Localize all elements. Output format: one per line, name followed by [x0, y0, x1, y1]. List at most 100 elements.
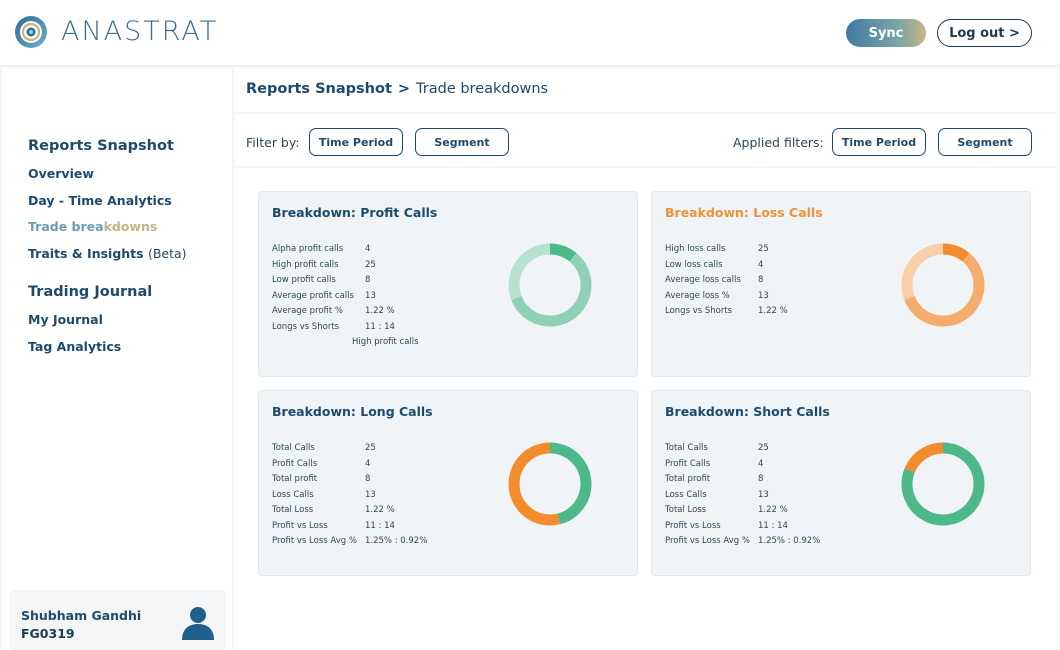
stats-list: Total Calls 25 Profit Calls 4 Total profit… — [665, 443, 820, 552]
donut-segment — [901, 243, 985, 327]
user-name: Shubham Gandhi — [21, 608, 142, 623]
stat-value: 8 — [365, 474, 371, 484]
filter-time-period-button[interactable]: Time Period — [309, 128, 403, 156]
stat-value: 4 — [758, 458, 764, 469]
stat-row: High loss calls 25 — [665, 244, 788, 260]
top-bar: ANASTRAT Sync Log out > — [0, 0, 1060, 66]
stat-label: Average profit calls — [272, 290, 354, 301]
sidebar: Reports Snapshot Overview Day - Time Ana… — [2, 68, 232, 650]
breadcrumb: Reports Snapshot > Trade breakdowns — [234, 68, 1058, 112]
stat-row: Longs vs Shorts 1.22 % — [665, 306, 788, 322]
stats-list: Total Calls 25 Profit Calls 4 Total profit… — [272, 443, 427, 552]
stats-list: High loss calls 25 Low loss calls 4 Averag… — [665, 244, 788, 322]
card-loss-calls: Breakdown: Loss Calls High loss calls 25 … — [651, 191, 1031, 377]
card-short-calls: Breakdown: Short Calls Total Calls 25 Pro… — [651, 390, 1031, 576]
stat-value: 25 — [758, 443, 769, 453]
stat-label: Profit Calls — [272, 458, 318, 469]
stat-row: Profit Calls 4 — [272, 459, 427, 475]
sidebar-item-trade-breakdowns[interactable]: Trade breakdowns — [28, 219, 157, 234]
donut-segment — [901, 243, 985, 327]
sidebar-item-overview[interactable]: Overview — [28, 166, 94, 181]
card-title: Breakdown: Short Calls — [665, 404, 830, 419]
stat-value: 13 — [365, 489, 376, 500]
stat-label: Low loss calls — [665, 259, 723, 270]
stat-value: 13 — [365, 290, 376, 301]
stat-label: Longs vs Shorts — [272, 321, 340, 332]
donut-chart — [901, 243, 985, 327]
stat-value: 11 : 14 — [365, 520, 395, 531]
stat-value: 8 — [365, 275, 371, 285]
stat-row: Low profit calls 8 — [272, 275, 395, 291]
stat-row: Longs vs Shorts 11 : 14 — [272, 322, 395, 338]
stat-label: Total Calls — [665, 443, 708, 453]
donut-segment — [508, 243, 592, 327]
filter-bar: Filter by: Time Period Segment Applied f… — [234, 114, 1058, 166]
logout-button[interactable]: Log out > — [937, 19, 1032, 47]
sidebar-item-tag-analytics[interactable]: Tag Analytics — [28, 339, 122, 354]
card-title: Breakdown: Profit Calls — [272, 205, 438, 220]
filter-segment-button[interactable]: Segment — [415, 128, 509, 156]
card-profit-calls: Breakdown: Profit Calls Alpha profit cal… — [258, 191, 638, 377]
sync-button[interactable]: Sync — [846, 19, 926, 47]
donut-chart — [901, 442, 985, 526]
breadcrumb-parent[interactable]: Reports Snapshot — [246, 81, 392, 97]
stat-value: 25 — [758, 244, 769, 254]
applied-segment-button[interactable]: Segment — [938, 128, 1032, 156]
stat-label: Total Loss — [665, 505, 707, 515]
stat-row: Profit vs Loss Avg % 1.25% : 0.92% — [272, 536, 427, 552]
sidebar-item-label-part: Trade brea — [28, 219, 104, 234]
stat-row: Loss Calls 13 — [665, 490, 820, 506]
stat-row: Average profit % 1.22 % — [272, 306, 395, 322]
breadcrumb-separator: > — [397, 81, 411, 97]
stat-label: Average profit % — [272, 306, 343, 316]
donut-chart — [508, 243, 592, 327]
user-card[interactable]: Shubham Gandhi FG0319 — [10, 590, 226, 650]
stat-label: High profit calls — [272, 259, 339, 270]
sidebar-section-reports: Reports Snapshot — [28, 138, 174, 154]
stat-label: Longs vs Shorts — [665, 306, 733, 316]
stat-label: Profit vs Loss — [665, 520, 721, 531]
stat-value: 4 — [365, 458, 371, 469]
stat-row: Low loss calls 4 — [665, 260, 788, 276]
sidebar-item-day-time-analytics[interactable]: Day - Time Analytics — [28, 193, 172, 208]
stat-label: Low profit calls — [272, 275, 336, 285]
stat-row: Total profit 8 — [272, 474, 427, 490]
logo-icon — [15, 16, 47, 48]
sidebar-section-journal: Trading Journal — [28, 284, 153, 300]
stat-value: 11 : 14 — [365, 321, 395, 332]
stat-value: 8 — [758, 474, 764, 484]
stat-row: High profit calls 25 — [272, 260, 395, 276]
stat-value: 8 — [758, 275, 764, 285]
applied-time-period-button[interactable]: Time Period — [832, 128, 926, 156]
stat-value: 13 — [758, 489, 769, 500]
stat-row: Average loss % 13 — [665, 291, 788, 307]
card-long-calls: Breakdown: Long Calls Total Calls 25 Prof… — [258, 390, 638, 576]
filter-by-label: Filter by: — [246, 135, 300, 150]
beta-badge: (Beta) — [147, 246, 187, 261]
sidebar-item-traits-insights[interactable]: Traits & Insights (Beta) — [28, 246, 187, 261]
stat-label: Loss Calls — [272, 489, 314, 500]
user-id: FG0319 — [21, 626, 75, 641]
sidebar-item-my-journal[interactable]: My Journal — [28, 312, 103, 327]
stat-row: Average profit calls 13 — [272, 291, 395, 307]
stat-row: Total Loss 1.22 % — [665, 505, 820, 521]
stat-note: High profit calls — [352, 337, 419, 347]
stats-list: Alpha profit calls 4 High profit calls 25 … — [272, 244, 395, 337]
stat-value: 13 — [758, 290, 769, 301]
breadcrumb-current: Trade breakdowns — [416, 81, 549, 97]
stat-label: Average loss % — [665, 290, 730, 301]
stat-value: 1.25% : 0.92% — [758, 536, 821, 546]
stat-label: Profit Calls — [665, 458, 711, 469]
card-title: Breakdown: Long Calls — [272, 404, 433, 419]
stat-row: Average loss calls 8 — [665, 275, 788, 291]
stat-value: 11 : 14 — [758, 520, 788, 531]
stat-value: 1.22 % — [365, 505, 395, 515]
stat-row: Profit vs Loss 11 : 14 — [272, 521, 427, 537]
stat-row: Profit Calls 4 — [665, 459, 820, 475]
stat-value: 4 — [365, 244, 371, 254]
stat-row: Alpha profit calls 4 — [272, 244, 395, 260]
main-content: Breakdown: Profit Calls Alpha profit cal… — [234, 168, 1058, 650]
stat-value: 1.25% : 0.92% — [365, 536, 428, 546]
card-title: Breakdown: Loss Calls — [665, 205, 823, 220]
stat-row: Total Calls 25 — [272, 443, 427, 459]
